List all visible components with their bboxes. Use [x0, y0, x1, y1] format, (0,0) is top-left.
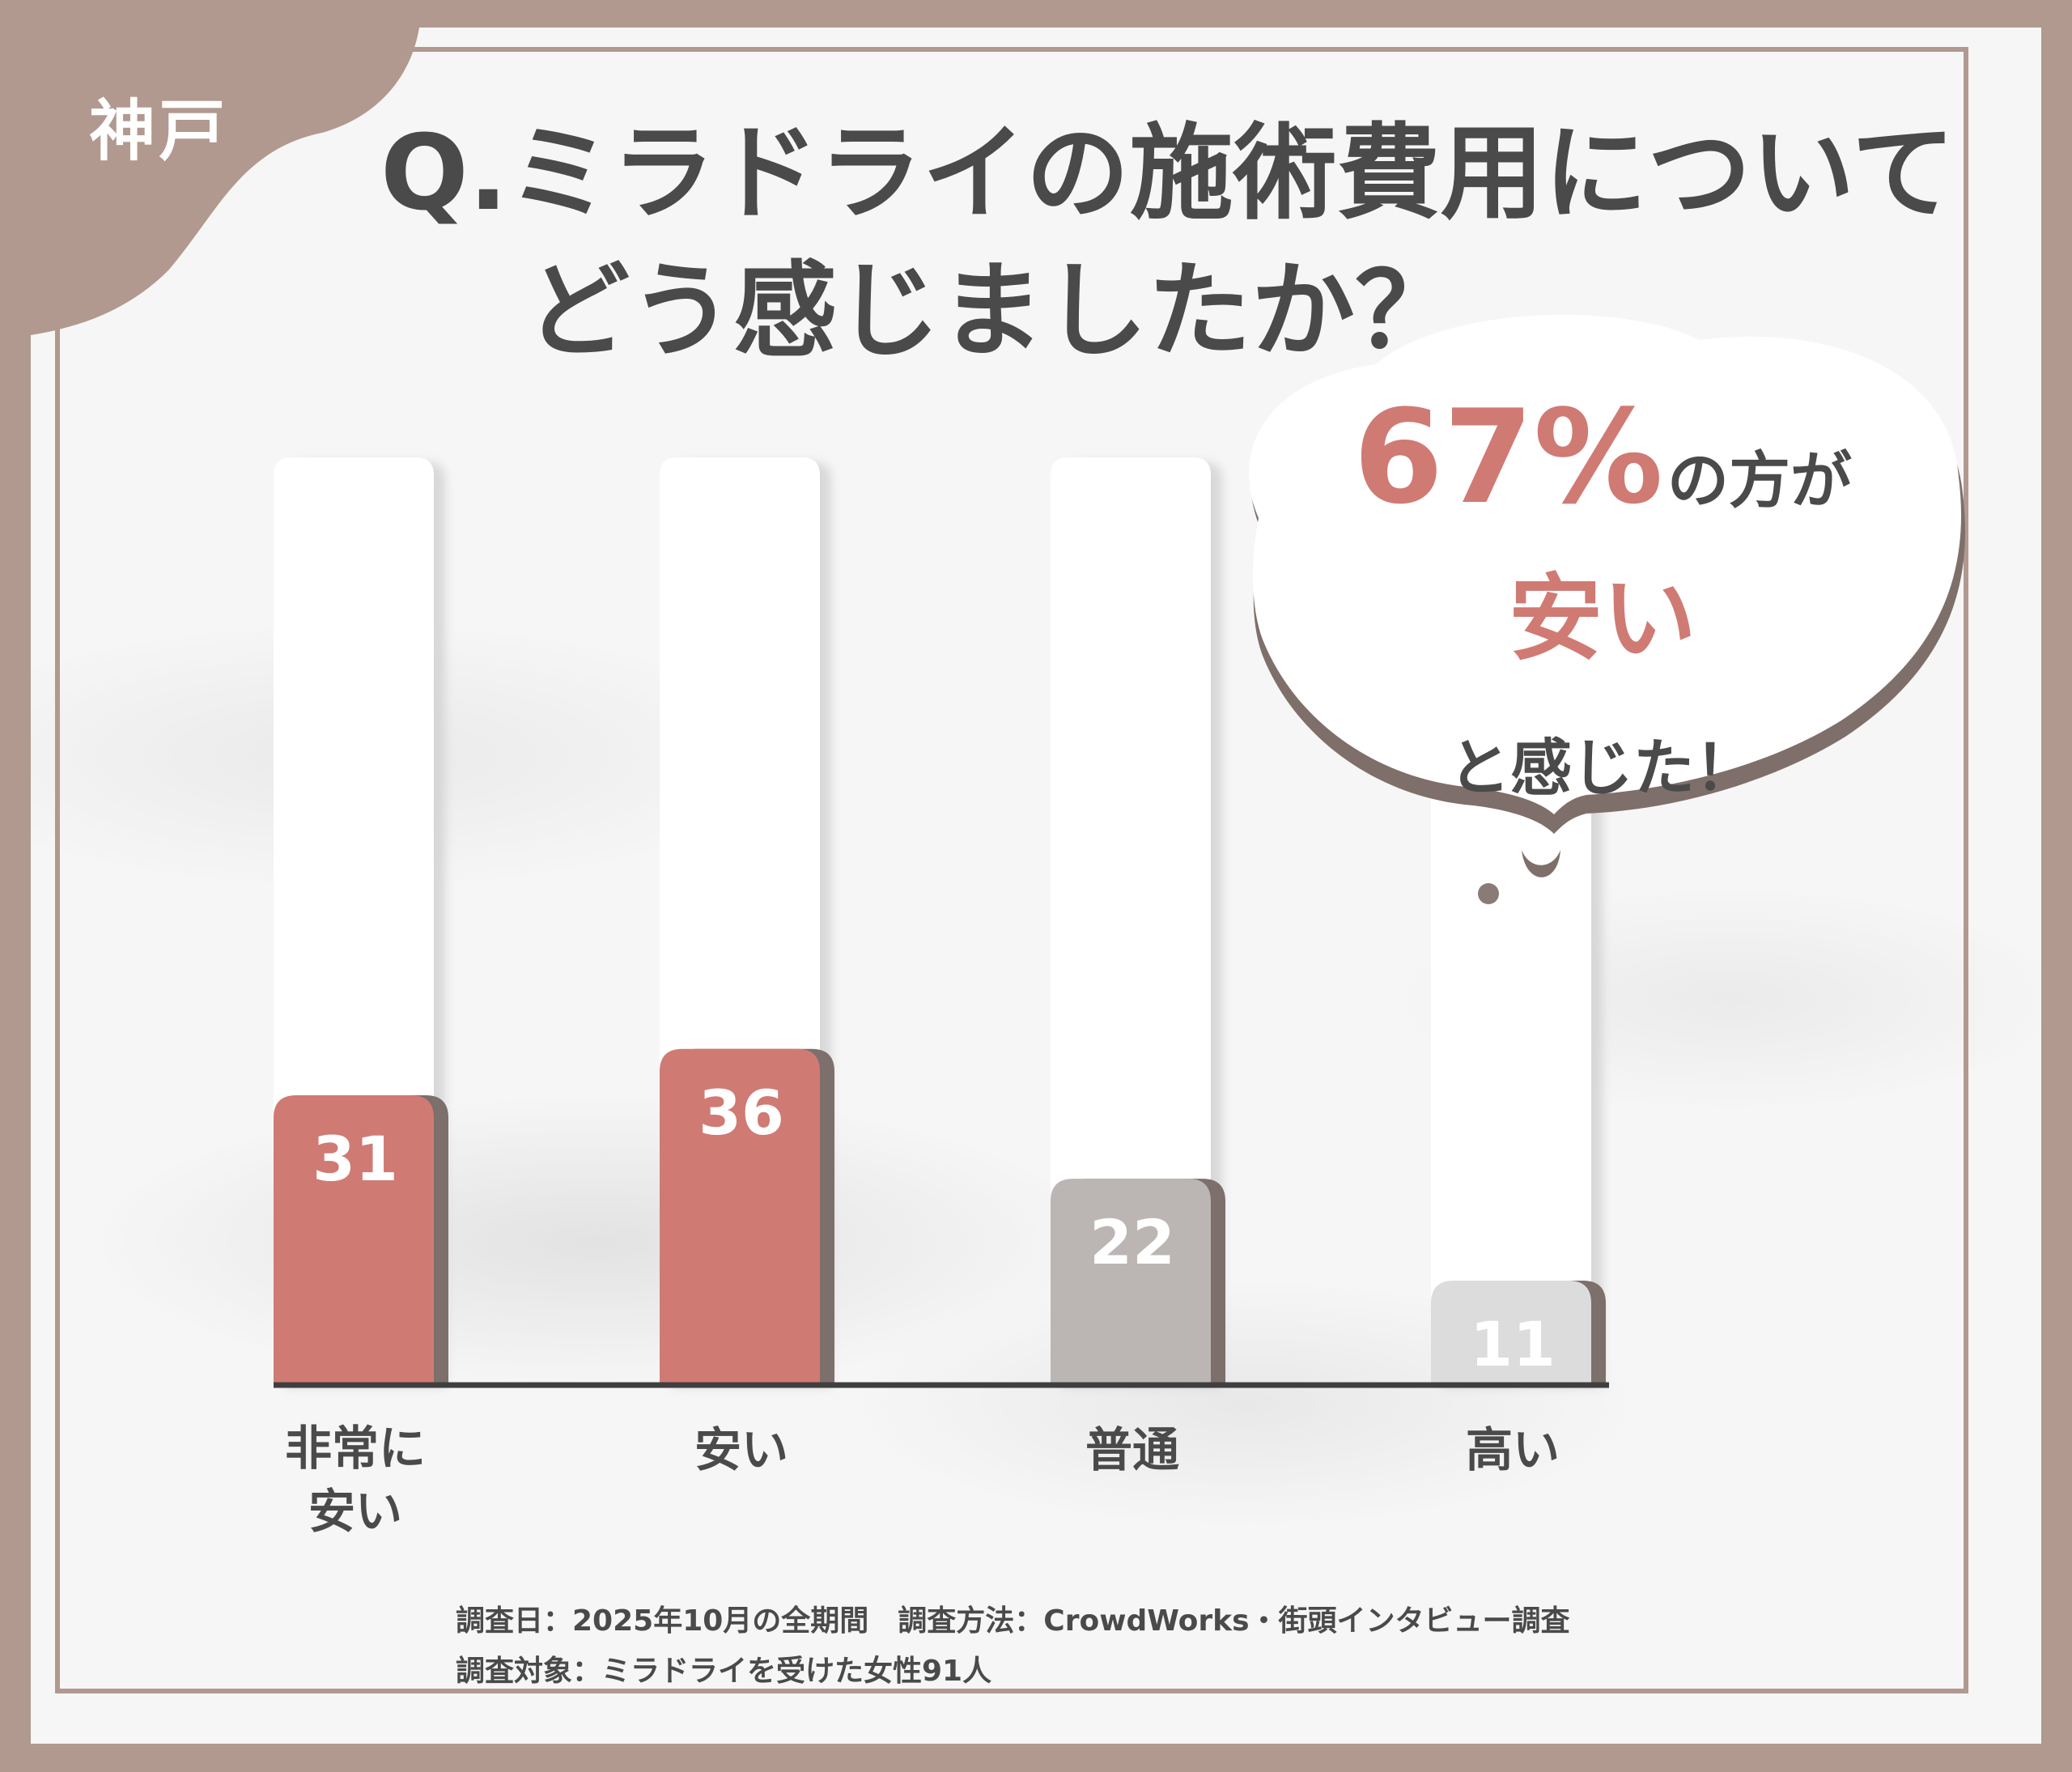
x-tick-label: 非常に 安い — [234, 1417, 477, 1543]
callout-part-1: の方が — [1667, 444, 1853, 516]
callout-part-2: と感じた！ — [1449, 732, 1756, 804]
data-label: 22 — [1089, 1206, 1175, 1278]
callout-percent: 67% — [1352, 381, 1663, 533]
data-label: 36 — [698, 1077, 784, 1149]
title-line-2: どう感じましたか？ — [526, 251, 1459, 372]
footnote-line-1: 調査日：2025年10月の全期間 調査方法：CrowdWorks・街頭インタビュ… — [456, 1604, 1570, 1638]
callout-row-3: と感じた！ — [1263, 708, 1942, 846]
x-tick-label-line: 安い — [694, 1422, 788, 1477]
card — [31, 28, 2041, 1744]
bar — [660, 1048, 820, 1383]
x-tick-label: 高い — [1391, 1418, 1634, 1481]
survey-footnote: 調査日：2025年10月の全期間 調査方法：CrowdWorks・街頭インタビュ… — [456, 1596, 1570, 1697]
bar — [1051, 1179, 1211, 1383]
callout-emphasis: 安い — [1509, 564, 1696, 674]
x-tick-label: 普通 — [1011, 1418, 1254, 1481]
x-tick-label-line: 安い — [308, 1484, 402, 1539]
bars: 31 36 22 11 — [274, 1048, 1606, 1383]
bar — [1431, 1281, 1591, 1383]
callout-row-2: 安い — [1263, 559, 1942, 708]
corner-tag — [31, 28, 419, 335]
bar — [274, 1095, 434, 1383]
bar-track — [1051, 457, 1211, 1383]
callout-bubble — [1249, 314, 1966, 904]
x-tick-label-line: 高い — [1465, 1422, 1560, 1477]
x-tick-label: 安い — [620, 1418, 863, 1481]
x-tick-label-line: 普通 — [1085, 1422, 1179, 1477]
inner-frame — [55, 47, 1968, 1693]
callout-text: 67% の方が 安い と感じた！ — [1263, 393, 1942, 846]
data-label: 11 — [1470, 1308, 1556, 1380]
data-label: 31 — [312, 1123, 398, 1195]
x-tick-label-line: 非常に — [284, 1421, 426, 1476]
footnote-line-2: 調査対象：ミラドライを受けた女性91人 — [456, 1655, 992, 1688]
region-tag: 神戸 — [89, 93, 229, 170]
callout-row-1: 67% の方が — [1263, 393, 1942, 559]
title-line-1: Q.ミラドライの施術費用について — [380, 113, 1955, 234]
